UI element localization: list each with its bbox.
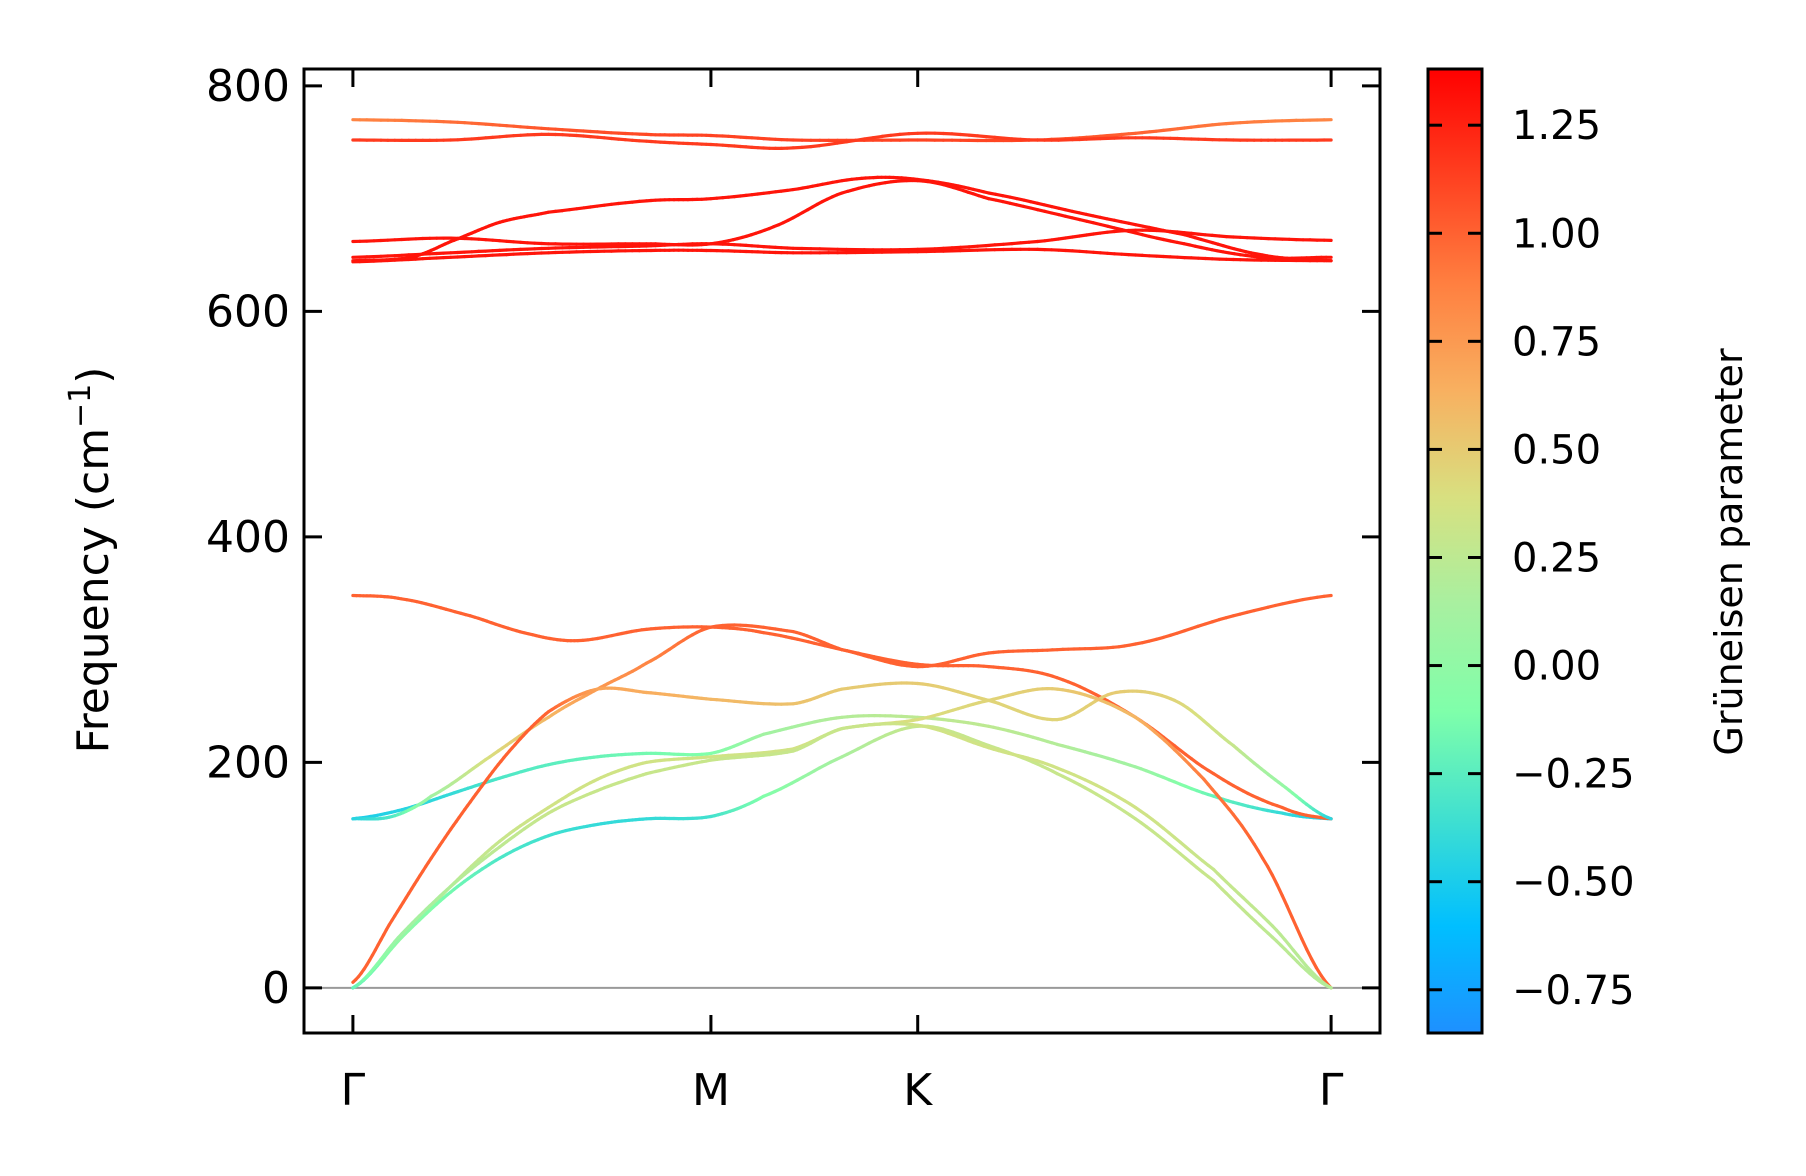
- phonon-branch: [353, 625, 1331, 819]
- branch-segment: [1328, 817, 1332, 818]
- branch-segment: [1277, 885, 1282, 895]
- x-tick-label: M: [692, 1065, 730, 1116]
- y-tick-label: 800: [206, 61, 290, 112]
- branch-segment: [1272, 875, 1277, 885]
- phonon-branch: [353, 596, 1331, 667]
- branch-segment: [1324, 596, 1331, 597]
- colorbar-tick-label: −0.25: [1512, 752, 1635, 798]
- y-axis-title-close: ): [68, 367, 119, 384]
- branch-segment: [1287, 906, 1292, 917]
- branch-segment: [1327, 985, 1331, 988]
- colorbar-tick-label: 0.25: [1512, 535, 1601, 581]
- branch-segment: [1307, 949, 1312, 959]
- colorbar-tick-label: 0.00: [1512, 644, 1601, 690]
- phonon-branch: [353, 689, 1331, 988]
- colorbar-tick-label: 0.50: [1512, 427, 1601, 473]
- colorbar-tick-label: −0.75: [1512, 968, 1635, 1014]
- x-tick-label: Γ: [1319, 1065, 1344, 1116]
- colorbar-tick-label: 1.00: [1512, 211, 1601, 257]
- y-axis-title-text: Frequency (cm: [68, 428, 119, 754]
- colorbar-title: Grüneisen parameter: [1707, 348, 1751, 756]
- phonon-branch: [353, 716, 1331, 819]
- colorbar-tick-label: 1.25: [1512, 103, 1601, 149]
- branch-segment: [1282, 895, 1287, 906]
- x-tick-label: Γ: [341, 1065, 366, 1116]
- colorbar: [1428, 69, 1482, 1033]
- branch-segment: [1302, 939, 1307, 949]
- y-tick-label: 200: [206, 737, 290, 788]
- colorbar-tick-label: −0.50: [1512, 860, 1635, 906]
- phonon-branch: [353, 181, 1331, 259]
- y-tick-label: 0: [262, 963, 290, 1014]
- y-axis-title-exponent: −1: [63, 384, 98, 428]
- plot-frame: [304, 69, 1380, 1033]
- branch-segment: [1297, 928, 1302, 939]
- y-axis-title: Frequency (cm−1): [63, 367, 119, 754]
- branch-segment: [1292, 917, 1297, 928]
- colorbar-tick-label: 0.75: [1512, 319, 1601, 365]
- x-tick-label: K: [903, 1065, 933, 1116]
- y-tick-label: 400: [206, 512, 290, 563]
- y-tick-label: 600: [206, 286, 290, 337]
